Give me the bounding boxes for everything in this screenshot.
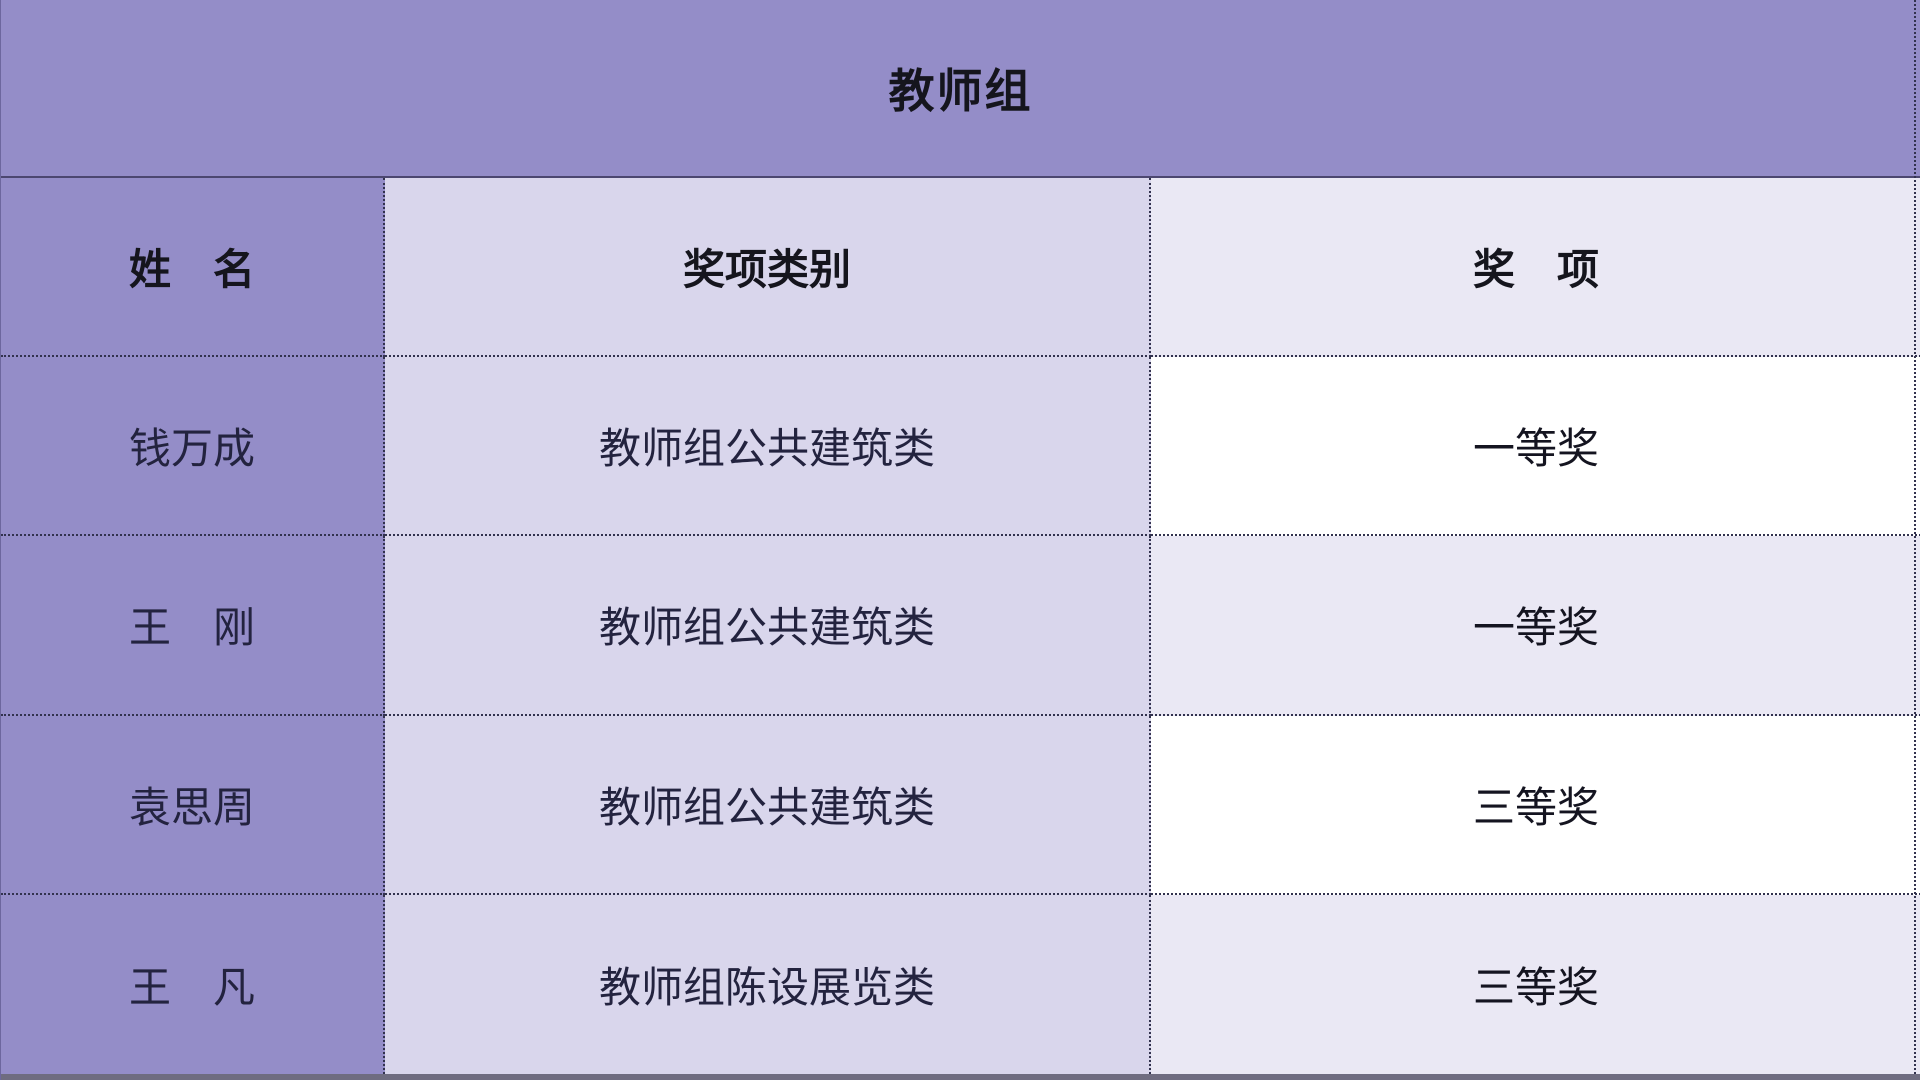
table-row-1-category: 教师组公共建筑类 xyxy=(385,357,1151,537)
column-header-award: 奖 项 xyxy=(1151,178,1920,357)
table-row-2-award: 一等奖 xyxy=(1151,536,1920,716)
table-row-1-award: 一等奖 xyxy=(1151,357,1920,537)
award-table: 姓 名 奖项类别 奖 项 钱万成 教师组公共建筑类 一等奖 王 刚 教师组公共建… xyxy=(1,178,1920,1074)
table-row-2-name: 王 刚 xyxy=(1,536,385,716)
table-row-1-name: 钱万成 xyxy=(1,357,385,537)
table-row-4-name: 王 凡 xyxy=(1,894,385,1074)
page-title: 教师组 xyxy=(888,65,1033,117)
column-header-category: 奖项类别 xyxy=(385,178,1151,357)
table-row-3-award: 三等奖 xyxy=(1151,715,1920,895)
column-header-name: 姓 名 xyxy=(1,178,385,357)
title-band: 教师组 xyxy=(1,0,1920,178)
table-row-4-category: 教师组陈设展览类 xyxy=(385,894,1151,1074)
table-row-4-award: 三等奖 xyxy=(1151,894,1920,1074)
table-row-3-category: 教师组公共建筑类 xyxy=(385,715,1151,895)
table-bottom-border xyxy=(1,1074,1920,1080)
table-row-2-category: 教师组公共建筑类 xyxy=(385,536,1151,716)
table-row-3-name: 袁思周 xyxy=(1,715,385,895)
table-right-border xyxy=(1914,0,1916,1074)
